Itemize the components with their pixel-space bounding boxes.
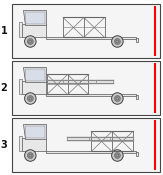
Bar xyxy=(91,131,133,152)
Polygon shape xyxy=(25,69,44,81)
Bar xyxy=(22,138,46,152)
Circle shape xyxy=(114,152,120,159)
Text: 3: 3 xyxy=(1,140,7,150)
Bar xyxy=(12,4,160,58)
Bar xyxy=(46,152,136,153)
Bar xyxy=(112,155,123,156)
Text: 1: 1 xyxy=(1,26,7,36)
Bar xyxy=(112,40,123,43)
Bar xyxy=(19,136,22,152)
Circle shape xyxy=(27,96,33,102)
Circle shape xyxy=(116,40,119,43)
Circle shape xyxy=(29,97,32,100)
Bar xyxy=(136,152,138,156)
Polygon shape xyxy=(23,10,46,25)
Circle shape xyxy=(112,150,123,161)
Bar xyxy=(12,61,160,115)
Circle shape xyxy=(112,93,123,104)
Bar xyxy=(19,79,22,94)
Circle shape xyxy=(116,154,119,157)
Polygon shape xyxy=(25,126,44,138)
Polygon shape xyxy=(23,67,46,82)
Bar xyxy=(136,96,138,99)
Circle shape xyxy=(29,154,32,157)
Circle shape xyxy=(116,97,119,100)
Bar xyxy=(22,81,46,94)
Bar xyxy=(112,97,123,100)
Circle shape xyxy=(27,38,33,44)
Circle shape xyxy=(29,40,32,43)
Polygon shape xyxy=(25,12,44,24)
Circle shape xyxy=(114,38,120,44)
Bar xyxy=(136,38,138,43)
Circle shape xyxy=(25,150,36,161)
Bar xyxy=(46,37,136,40)
Polygon shape xyxy=(23,124,46,139)
Text: 2: 2 xyxy=(1,83,7,93)
Bar xyxy=(19,22,22,37)
Bar xyxy=(63,18,105,37)
Circle shape xyxy=(112,36,123,47)
Circle shape xyxy=(25,93,36,104)
Circle shape xyxy=(27,152,33,159)
Bar xyxy=(12,118,160,172)
Bar xyxy=(47,75,89,94)
Bar xyxy=(46,94,136,96)
Bar xyxy=(22,24,46,37)
Circle shape xyxy=(114,96,120,102)
Circle shape xyxy=(25,36,36,47)
